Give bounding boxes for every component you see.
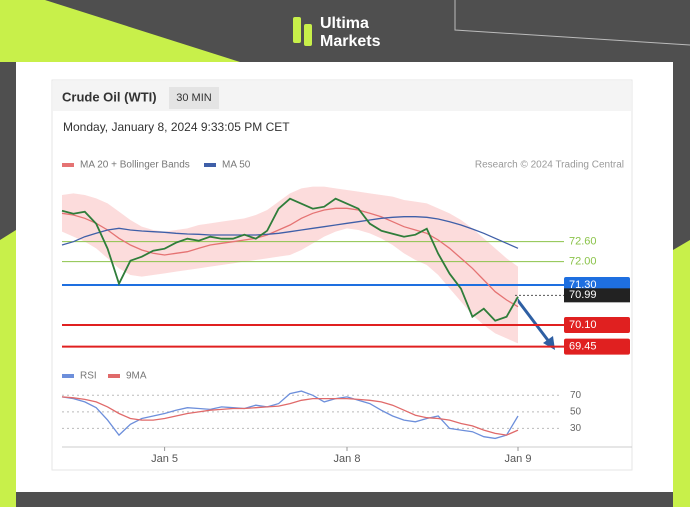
legend-swatch [204, 163, 216, 167]
level-label: 69.45 [569, 341, 597, 353]
legend-label: MA 20 + Bollinger Bands [80, 160, 190, 171]
arrow [514, 297, 552, 344]
x-tick-label: Jan 8 [334, 453, 361, 465]
line [61, 390, 519, 440]
brand: Ultima [320, 15, 369, 32]
chart-header [53, 81, 631, 111]
bollinger-band [62, 186, 518, 344]
legend-swatch [108, 374, 120, 378]
line [61, 216, 519, 249]
x-tick-label: Jan 5 [151, 453, 178, 465]
legend-label: RSI [80, 371, 97, 382]
logo-mark [304, 24, 312, 46]
legend-label: MA 50 [222, 160, 251, 171]
source: Research © 2024 Trading Central [475, 160, 624, 171]
subtitle: Monday, January 8, 2024 9:33:05 PM CET [63, 120, 290, 134]
last-price-box [564, 288, 630, 303]
legend-label: 9MA [126, 371, 147, 382]
timeframe: 30 MIN [176, 92, 212, 104]
y-tick-label: 70 [570, 390, 582, 401]
lime-shape [0, 0, 240, 62]
chart-title: Crude Oil (WTI) [62, 89, 157, 104]
y-tick-label: 30 [570, 423, 582, 434]
last-price-label: 70.99 [569, 289, 597, 301]
lime-shape [673, 240, 690, 507]
legend-swatch [62, 163, 74, 167]
level-box [564, 317, 630, 333]
logo: Ultima Markets [293, 15, 381, 50]
x-tick-label: Jan 9 [505, 453, 532, 465]
level-box [564, 338, 630, 355]
line [61, 396, 519, 436]
deco-line [454, 0, 690, 46]
brand: Markets [320, 33, 381, 50]
timeframe-box [169, 87, 219, 109]
line [61, 207, 519, 308]
legend-swatch [62, 374, 74, 378]
level-label: 72.60 [569, 236, 597, 248]
lime-shape [0, 230, 16, 507]
logo-mark [293, 17, 301, 43]
level-label: 72.00 [569, 256, 597, 268]
level-label: 70.10 [569, 319, 597, 331]
line [61, 197, 519, 322]
y-tick-label: 50 [570, 406, 582, 417]
level-label: 71.30 [569, 279, 597, 291]
